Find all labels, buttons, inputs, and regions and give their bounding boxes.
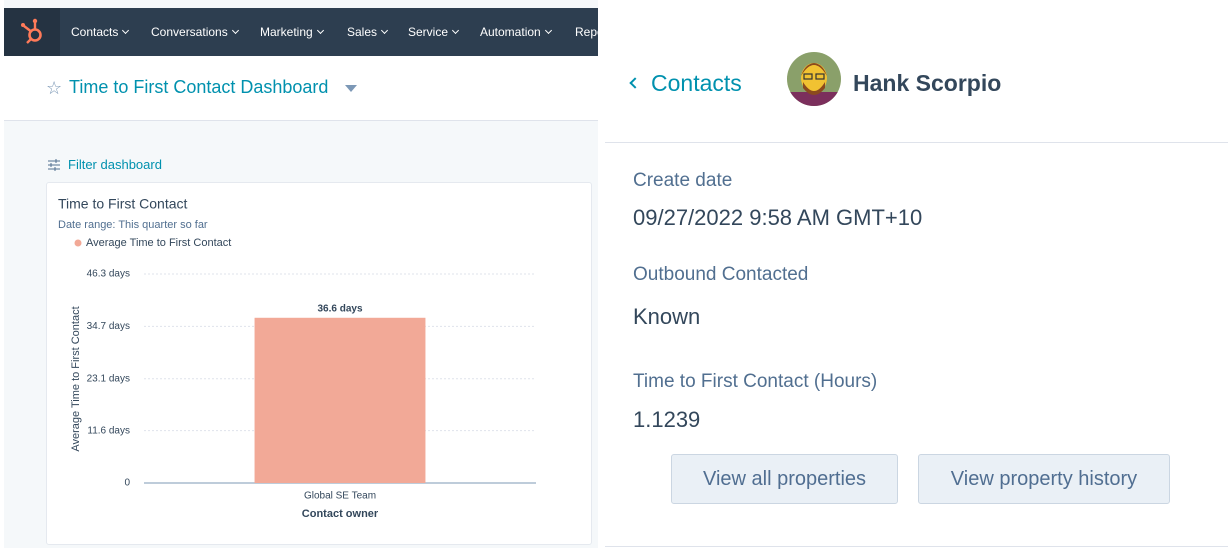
property-value: 1.1239 [633,407,701,432]
avatar [787,52,841,106]
dashboard-title[interactable]: Time to First Contact Dashboard [69,77,329,97]
y-tick-label: 46.3 days [87,269,130,280]
divider [605,142,1228,143]
property-value: Known [633,304,701,329]
favorite-star[interactable]: ☆ [46,78,63,98]
nav-item[interactable]: Conversations [151,25,238,39]
back-link[interactable]: Contacts [651,70,742,96]
y-tick-label: 23.1 days [87,373,130,384]
button[interactable]: View property history [918,454,1170,504]
dashboard-panel: Contacts Conversations Marketing Sales Servi… [4,0,598,548]
dashboard-dropdown[interactable] [345,85,357,92]
contact-name: Hank Scorpio [853,70,1002,96]
x-axis-label: Contact owner [302,508,379,520]
logo[interactable] [4,8,60,56]
divider [605,546,1228,547]
y-tick-label: 0 [124,478,130,489]
legend-label: Average Time to First Contact [86,237,231,249]
chart: Time to First Contact Date range: This q… [58,196,536,520]
report-card: Time to First Contact Date range: This q… [46,182,592,545]
nav-item[interactable]: Reports [575,25,598,39]
property-value: 09/27/2022 9:58 AM GMT+10 [633,205,923,230]
dashboard-header: ☆ Time to First Contact Dashboard [4,56,598,121]
top-nav: Contacts Conversations Marketing Sales Servi… [4,8,598,56]
property-label: Time to First Contact (Hours) [633,371,878,392]
nav-item[interactable]: Marketing [260,25,323,39]
y-axis-label: Average Time to First Contact [70,306,82,451]
chart-subtitle: Date range: This quarter so far [58,219,208,231]
legend-swatch [74,239,82,247]
data-label: 36.6 days [317,303,362,314]
filter-dashboard[interactable]: Filter dashboard [68,157,162,172]
filter-icon [48,159,60,171]
nav-item[interactable]: Service [408,25,458,39]
bar [254,317,426,483]
property-label: Create date [633,170,733,191]
y-tick-label: 11.6 days [87,425,130,436]
x-tick-label: Global SE Team [304,491,376,502]
back-chevron[interactable] [629,77,641,89]
chart-title: Time to First Contact [58,196,188,212]
nav-item[interactable]: Automation [480,25,551,39]
contact-panel: Contacts Hank Scorpio Create date 09/27/2… [605,0,1228,548]
y-tick-label: 34.7 days [87,321,130,332]
property-label: Outbound Contacted [633,264,809,285]
logo-icon [21,18,42,44]
nav-item[interactable]: Sales [347,25,387,39]
button[interactable]: View all properties [671,454,898,504]
nav-item[interactable]: Contacts [71,25,128,39]
